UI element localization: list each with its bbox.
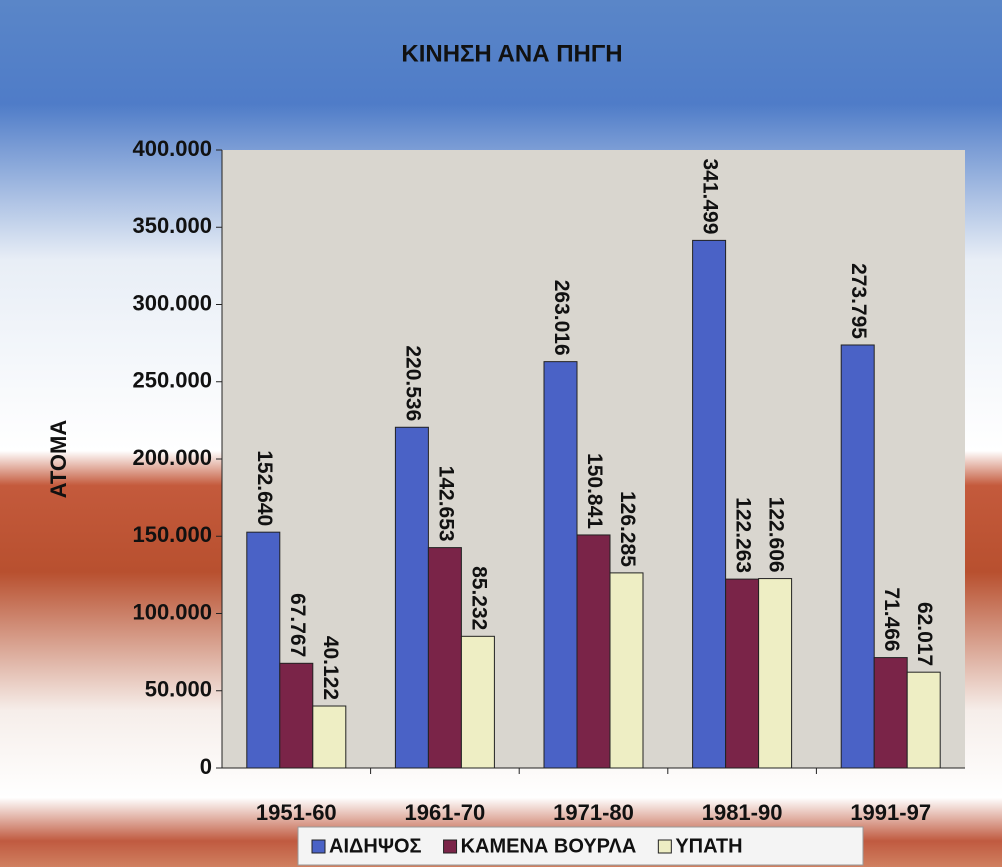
- value-label: 150.841: [583, 453, 606, 529]
- legend-swatch: [657, 839, 672, 854]
- bar: [609, 572, 644, 769]
- y-axis-title: ΑΤΟΜΑ: [46, 420, 71, 499]
- y-tick-label: 350.000: [132, 213, 212, 238]
- legend-label: ΑΙΔΗΨΟΣ: [329, 835, 422, 857]
- value-label: 341.499: [699, 158, 722, 234]
- bar: [906, 671, 941, 769]
- value-label: 126.285: [616, 491, 639, 567]
- y-tick-label: 150.000: [132, 522, 212, 547]
- bar: [543, 361, 578, 769]
- value-label: 67.767: [286, 593, 309, 657]
- value-label: 71.466: [880, 587, 903, 651]
- legend-label: ΚΑΜΕΝΑ ΒΟΥΡΛΑ: [461, 835, 637, 857]
- value-label: 40.122: [319, 636, 342, 700]
- y-tick-label: 400.000: [132, 136, 212, 161]
- x-tick-label: 1951-60: [256, 800, 337, 825]
- bar: [312, 705, 347, 769]
- x-tick-label: 1981-90: [702, 800, 783, 825]
- chart-title: ΚΙΝΗΣΗ ΑΝΑ ΠΗΓΗ: [401, 40, 622, 67]
- y-tick-label: 250.000: [132, 368, 212, 393]
- y-tick-label: 200.000: [132, 445, 212, 470]
- value-label: 220.536: [401, 345, 424, 421]
- value-label: 122.263: [732, 497, 755, 573]
- bar: [279, 662, 314, 769]
- legend-label: ΥΠΑΤΗ: [675, 835, 742, 857]
- value-label: 85.232: [467, 566, 490, 630]
- value-label: 62.017: [913, 602, 936, 666]
- x-tick-label: 1991-97: [850, 800, 931, 825]
- bar: [840, 344, 875, 769]
- y-tick-label: 300.000: [132, 290, 212, 315]
- bar: [460, 635, 495, 769]
- x-tick-label: 1971-80: [553, 800, 634, 825]
- value-label: 122.606: [765, 497, 788, 573]
- bar: [394, 426, 429, 769]
- bar: [873, 657, 908, 769]
- bar: [692, 239, 727, 769]
- value-label: 273.795: [847, 263, 870, 339]
- legend: [297, 826, 864, 866]
- y-tick-label: 0: [200, 754, 212, 779]
- bar: [246, 531, 281, 769]
- bar: [758, 578, 793, 769]
- value-label: 142.653: [434, 466, 457, 542]
- legend-swatch: [443, 839, 458, 854]
- bar: [576, 534, 611, 769]
- value-label: 152.640: [253, 450, 276, 526]
- bar: [725, 578, 760, 769]
- legend-swatch: [311, 839, 326, 854]
- y-tick-label: 100.000: [132, 599, 212, 624]
- x-tick-label: 1961-70: [405, 800, 486, 825]
- value-label: 263.016: [550, 280, 573, 356]
- bar: [427, 547, 462, 769]
- y-tick-label: 50.000: [145, 677, 212, 702]
